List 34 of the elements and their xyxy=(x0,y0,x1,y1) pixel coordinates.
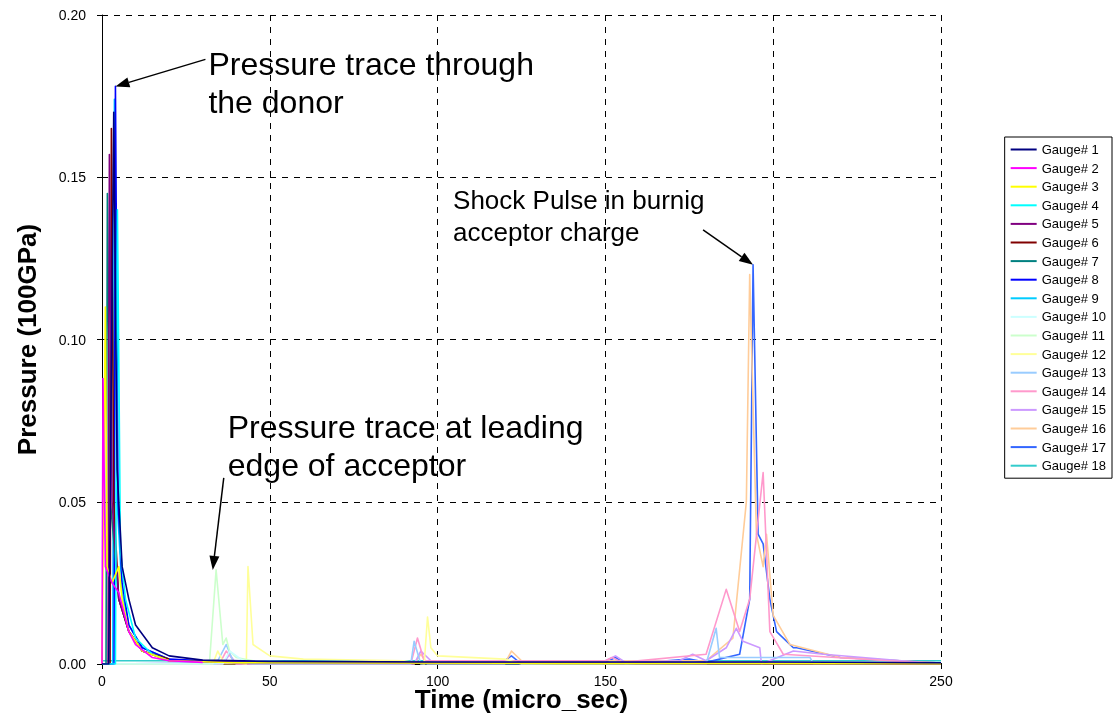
x-tick-label: 0 xyxy=(98,673,107,689)
legend-label: Gauge# 11 xyxy=(1041,328,1106,343)
y-tick-label: 0.20 xyxy=(58,7,87,23)
x-tick-label: 50 xyxy=(262,673,278,689)
x-tick-label: 200 xyxy=(761,673,786,689)
legend-label: Gauge# 10 xyxy=(1041,309,1107,325)
legend-label: Gauge# 16 xyxy=(1041,421,1107,436)
legend-label: Gauge# 7 xyxy=(1041,253,1099,269)
legend-label: Gauge# 13 xyxy=(1041,365,1107,381)
legend-label: Gauge# 15 xyxy=(1041,402,1107,418)
legend-label: Gauge# 8 xyxy=(1041,272,1099,288)
x-tick-label: 250 xyxy=(929,673,953,689)
legend-label: Gauge# 9 xyxy=(1041,290,1099,306)
line-series xyxy=(101,377,204,665)
y-tick-label: 0.10 xyxy=(58,331,87,348)
annotation: Pressure trace at leading edge of acceptor xyxy=(227,409,584,484)
legend-label: Gauge# 2 xyxy=(1041,160,1099,176)
legend-label: Gauge# 6 xyxy=(1041,235,1099,250)
y-axis-title: Pressure (100GPa) xyxy=(12,223,42,456)
y-tick-label: 0.05 xyxy=(58,493,87,510)
legend-label: Gauge# 1 xyxy=(1041,142,1099,157)
y-tick-label: 0.00 xyxy=(58,656,87,672)
legend-label: Gauge# 3 xyxy=(1041,179,1099,195)
y-tick-label: 0.15 xyxy=(58,169,87,186)
x-tick-label: 100 xyxy=(425,673,450,689)
x-tick-label: 150 xyxy=(593,673,618,689)
legend-label: Gauge# 17 xyxy=(1041,439,1107,455)
legend-label: Gauge# 18 xyxy=(1041,458,1107,474)
legend-label: Gauge# 14 xyxy=(1041,383,1107,399)
annotation: Shock Pulse in burnig acceptor charge xyxy=(453,185,705,247)
legend-label: Gauge# 12 xyxy=(1041,346,1107,362)
legend-label: Gauge# 5 xyxy=(1041,216,1099,232)
annotation: Pressure trace through the donor xyxy=(208,45,534,120)
legend-label: Gauge# 4 xyxy=(1041,197,1099,213)
